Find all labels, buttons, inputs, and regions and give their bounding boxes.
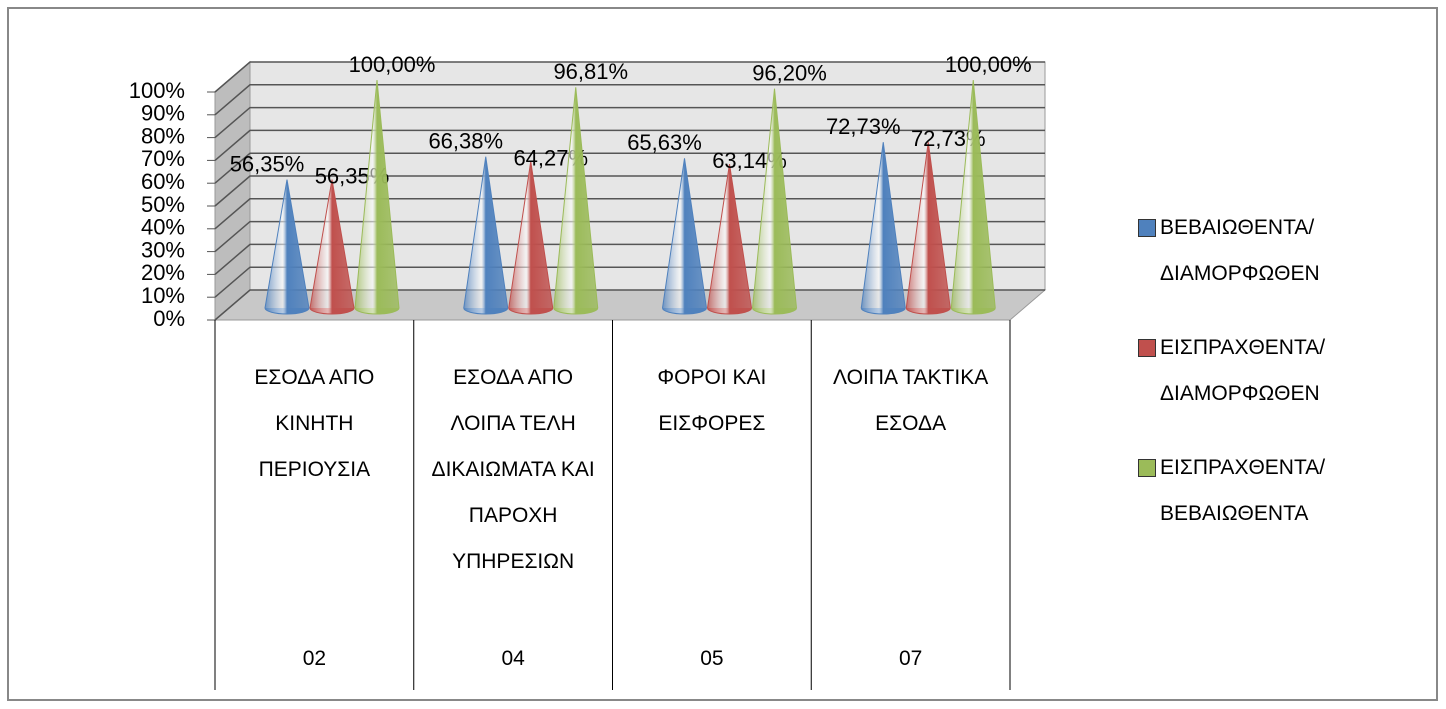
y-tick-label: 100%	[129, 78, 185, 103]
category-code: 07	[898, 647, 923, 670]
category-label: ΕΣΟΔΑ ΑΠΟ ΚΙΝΗΤΗ ΠΕΡΙΟΥΣΙΑ	[254, 366, 375, 481]
category-label: ΕΣΟΔΑ ΑΠΟ ΛΟΙΠΑ ΤΕΛΗ ΔΙΚΑΙΩΜΑΤΑ ΚΑΙ ΠΑΡΟ…	[431, 366, 595, 573]
cone	[860, 142, 906, 315]
category-code: 05	[700, 647, 724, 670]
cone	[264, 179, 310, 315]
grid-line	[214, 106, 1045, 139]
cone	[751, 88, 798, 315]
value-label: 96,81%	[553, 59, 628, 84]
category-code: 04	[501, 647, 525, 670]
frame	[7, 7, 1438, 701]
grid-line	[214, 129, 1045, 161]
value-label: 100,00%	[945, 52, 1032, 77]
cone	[905, 142, 951, 315]
cone	[950, 79, 996, 315]
legend-swatch	[1138, 459, 1156, 477]
y-tick-label: 30%	[141, 237, 185, 262]
y-tick-label: 50%	[141, 192, 185, 217]
legend-swatch	[1138, 219, 1156, 237]
cone	[463, 156, 509, 315]
category-label: ΦΟΡΟΙ ΚΑΙ ΕΙΣΦΟΡΕΣ	[657, 366, 767, 435]
legend-swatch	[1138, 339, 1156, 357]
legend-entry: ΕΙΣΠΡΑΧΘΕΝΤΑ/ ΔΙΑΜΟΡΦΩΘΕΝ	[1138, 325, 1390, 417]
grid-line	[214, 84, 1045, 116]
cone	[354, 79, 400, 315]
value-label: 65,63%	[627, 130, 702, 155]
y-tick-label: 90%	[141, 101, 185, 126]
y-tick-label: 80%	[141, 123, 185, 148]
cone	[508, 161, 554, 315]
cone	[553, 87, 599, 315]
grid-line	[214, 61, 1045, 93]
legend-entry: ΕΙΣΠΡΑΧΘΕΝΤΑ/ ΒΕΒΑΙΩΘΕΝΤΑ	[1138, 445, 1390, 537]
cone	[706, 163, 753, 315]
y-tick-label: 10%	[141, 283, 185, 308]
legend-label: ΕΙΣΠΡΑΧΘΕΝΤΑ/ ΒΕΒΑΙΩΘΕΝΤΑ	[1160, 456, 1326, 525]
legend-label: ΕΙΣΠΡΑΧΘΕΝΤΑ/ ΔΙΑΜΟΡΦΩΘΕΝ	[1160, 336, 1326, 405]
value-label: 66,38%	[428, 128, 503, 153]
cone	[309, 179, 355, 315]
value-label: 72,73%	[826, 114, 901, 139]
legend-entry: ΒΕΒΑΙΩΘΕΝΤΑ/ ΔΙΑΜΟΡΦΩΘΕΝ	[1138, 205, 1390, 297]
legend-label: ΒΕΒΑΙΩΘΕΝΤΑ/ ΔΙΑΜΟΡΦΩΘΕΝ	[1160, 216, 1320, 285]
y-tick-label: 40%	[141, 215, 185, 240]
y-tick-label: 70%	[141, 146, 185, 171]
y-tick-label: 20%	[141, 260, 185, 285]
y-tick-label: 60%	[141, 169, 185, 194]
value-label: 96,20%	[752, 60, 827, 85]
cone	[661, 158, 708, 315]
category-code: 02	[302, 647, 327, 670]
value-label: 56,35%	[230, 151, 305, 176]
value-label: 100,00%	[349, 52, 436, 77]
category-label: ΛΟΙΠΑ ΤΑΚΤΙΚΑ ΕΣΟΔΑ	[833, 366, 989, 435]
y-tick-label: 0%	[153, 306, 185, 331]
